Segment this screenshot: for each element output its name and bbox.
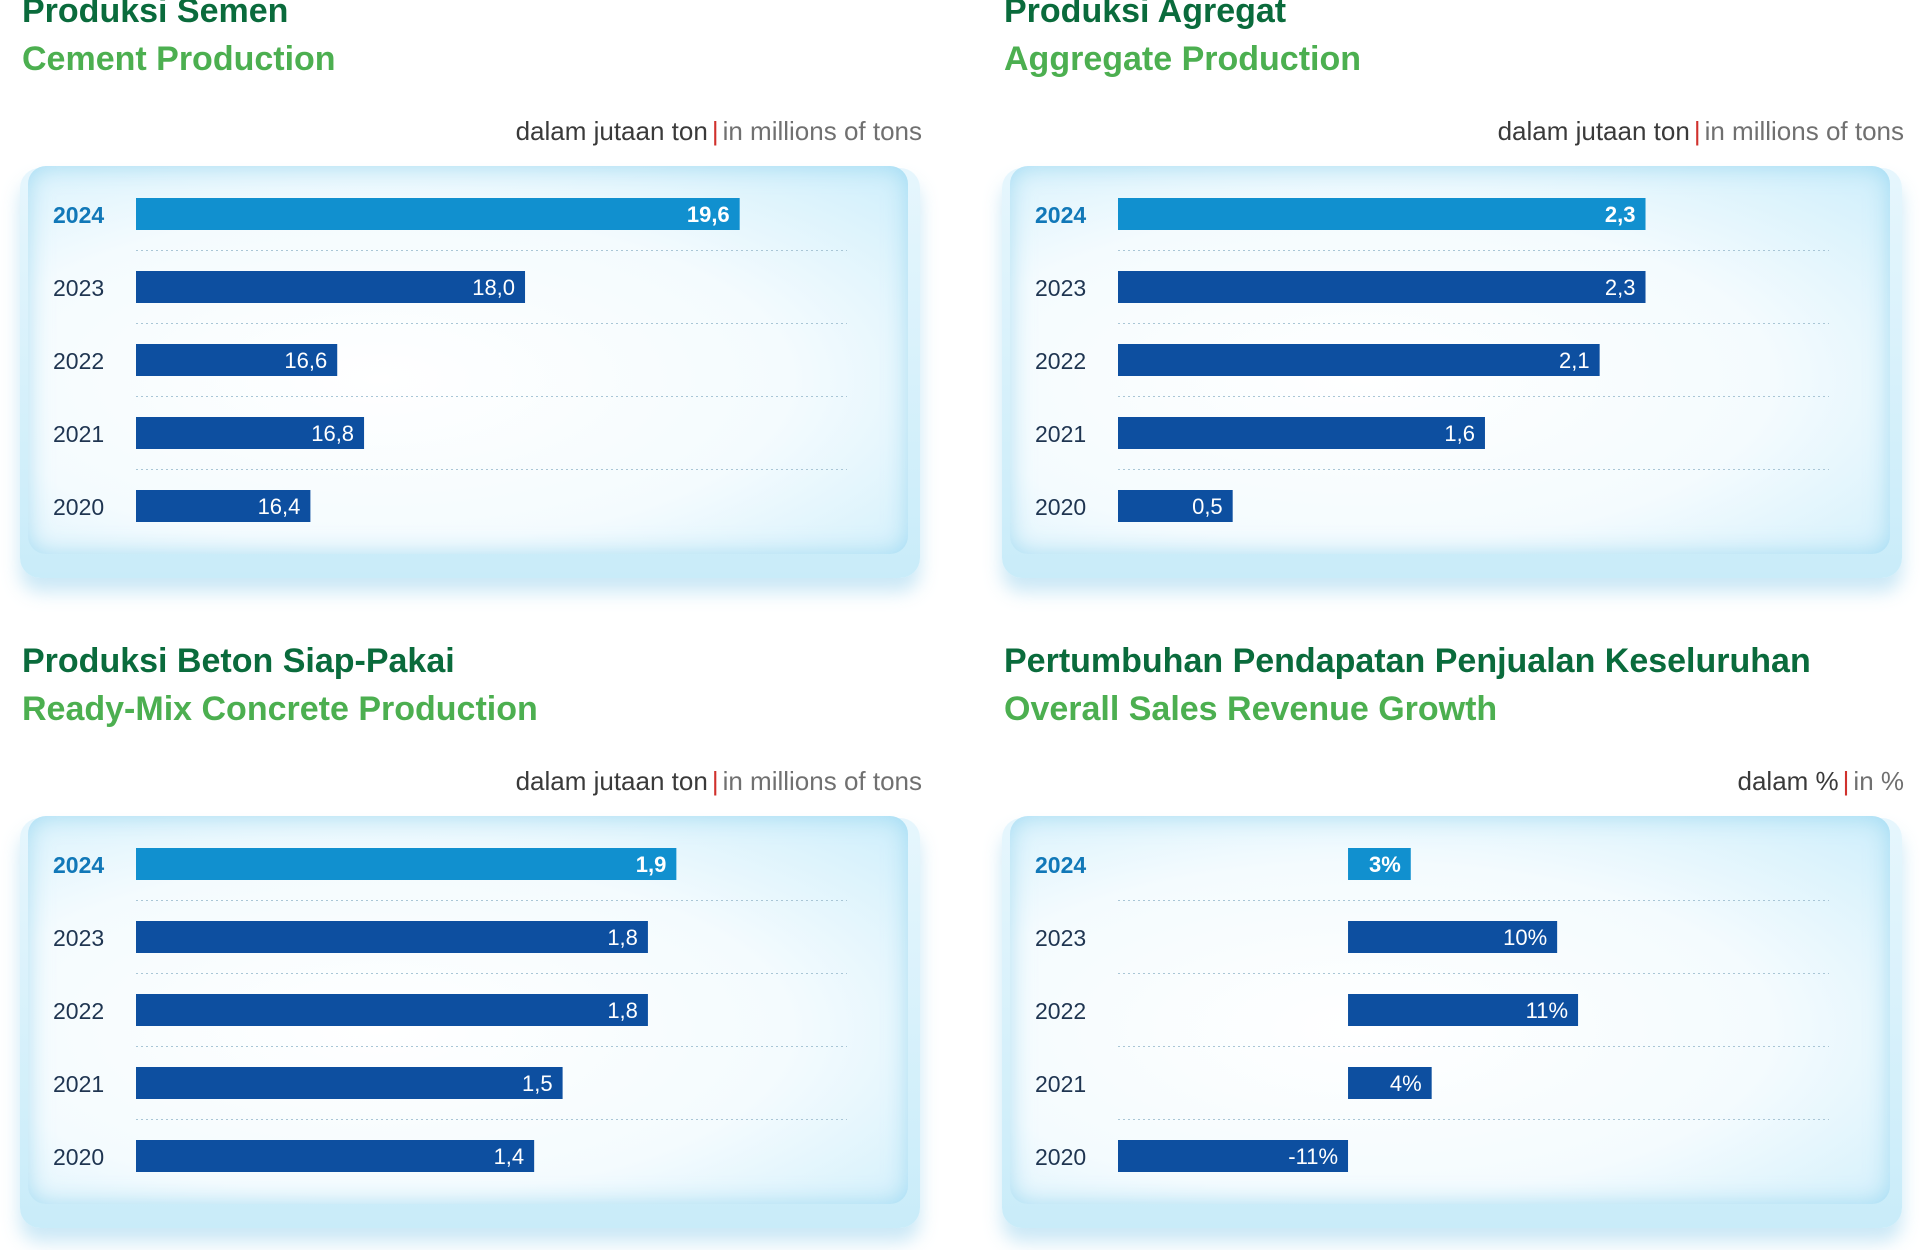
chart-panel-aggregate: Produksi Agregat Aggregate Production da…: [1002, 0, 1904, 600]
bar: [136, 921, 648, 953]
chart-title: Produksi Beton Siap-Pakai: [22, 642, 455, 680]
year-label: 2023: [1035, 275, 1086, 301]
bar: [1118, 417, 1485, 449]
value-label: 19,6: [687, 202, 730, 227]
value-label: 3%: [1369, 852, 1401, 877]
value-label: 16,8: [311, 421, 354, 446]
value-label: 1,9: [636, 852, 667, 877]
value-label: 18,0: [472, 275, 515, 300]
year-label: 2021: [1035, 1071, 1086, 1097]
unit-label: dalam % | in %: [1738, 766, 1905, 797]
value-label: 1,8: [607, 925, 638, 950]
unit-separator: |: [711, 766, 719, 796]
bar: [1118, 1140, 1349, 1172]
year-label: 2024: [1035, 202, 1086, 228]
year-label: 2022: [53, 348, 104, 374]
bar: [136, 271, 526, 303]
bar-chart: 2024 2,3 2023 2,3 2022 2,1 2021 1,6 2020 0,5: [1035, 198, 1829, 522]
chart-subtitle: Ready-Mix Concrete Production: [22, 690, 538, 728]
bar: [136, 417, 365, 449]
year-label: 2023: [53, 925, 104, 951]
bar: [1118, 271, 1646, 303]
bar: [136, 490, 311, 522]
year-label: 2020: [53, 494, 104, 520]
unit-separator: |: [711, 116, 719, 146]
year-label: 2021: [53, 1071, 104, 1097]
unit-label-en: in millions of tons: [1704, 116, 1904, 146]
bar: [136, 994, 648, 1026]
year-label: 2022: [1035, 998, 1086, 1024]
bar: [1348, 921, 1558, 953]
chart-subtitle: Cement Production: [22, 40, 336, 78]
year-label: 2022: [53, 998, 104, 1024]
year-label: 2021: [53, 421, 104, 447]
value-label: 4%: [1390, 1071, 1422, 1096]
unit-label-id: dalam jutaan ton: [515, 766, 708, 796]
value-label: 16,6: [284, 348, 327, 373]
year-label: 2023: [1035, 925, 1086, 951]
year-label: 2020: [53, 1144, 104, 1170]
bar: [136, 344, 338, 376]
bar-chart: 2024 3% 2023 10% 2022 11% 2021 4% 2020 -11%: [1035, 848, 1829, 1172]
value-label: 1,5: [522, 1071, 553, 1096]
chart-title: Pertumbuhan Pendapatan Penjualan Keselur…: [1004, 642, 1811, 680]
chart-title: Produksi Semen: [22, 0, 289, 30]
value-label: 16,4: [258, 494, 301, 519]
chart-panel-ready-mix: Produksi Beton Siap-Pakai Ready-Mix Conc…: [20, 642, 922, 1250]
year-label: 2022: [1035, 348, 1086, 374]
bar: [1118, 198, 1646, 230]
chart-panel-sales-growth: Pertumbuhan Pendapatan Penjualan Keselur…: [1002, 642, 1905, 1250]
bar: [1118, 344, 1600, 376]
chart-subtitle: Overall Sales Revenue Growth: [1004, 690, 1498, 728]
unit-label: dalam jutaan ton | in millions of tons: [1498, 116, 1904, 147]
year-label: 2020: [1035, 494, 1086, 520]
value-label: 10%: [1503, 925, 1547, 950]
unit-separator: |: [1842, 766, 1850, 796]
unit-label-id: dalam jutaan ton: [515, 116, 708, 146]
bar: [1118, 490, 1233, 522]
bar: [1348, 848, 1411, 880]
value-label: 1,6: [1444, 421, 1475, 446]
unit-label-en: in %: [1853, 766, 1904, 796]
unit-label: dalam jutaan ton | in millions of tons: [516, 766, 922, 797]
value-label: 1,8: [607, 998, 638, 1023]
bar-chart: 2024 19,6 2023 18,0 2022 16,6 2021 16,8 2020 16,4: [53, 198, 847, 522]
bar: [136, 198, 740, 230]
chart-title: Produksi Agregat: [1004, 0, 1287, 30]
value-label: 0,5: [1192, 494, 1223, 519]
bar: [136, 1067, 563, 1099]
unit-label-id: dalam %: [1737, 766, 1839, 796]
value-label: 1,4: [494, 1144, 525, 1169]
bar: [136, 1140, 535, 1172]
chart-panel-cement: Produksi Semen Cement Production dalam j…: [20, 0, 922, 600]
bar: [1348, 994, 1579, 1026]
unit-label: dalam jutaan ton | in millions of tons: [516, 116, 922, 147]
bar-chart: 2024 1,9 2023 1,8 2022 1,8 2021 1,5 2020 1,4: [53, 848, 847, 1172]
unit-label-id: dalam jutaan ton: [1497, 116, 1690, 146]
bar: [136, 848, 677, 880]
year-label: 2024: [53, 202, 104, 228]
year-label: 2024: [1035, 852, 1086, 878]
value-label: 2,3: [1605, 202, 1636, 227]
year-label: 2020: [1035, 1144, 1086, 1170]
unit-label-en: in millions of tons: [722, 766, 922, 796]
chart-subtitle: Aggregate Production: [1004, 40, 1362, 78]
unit-label-en: in millions of tons: [722, 116, 922, 146]
value-label: 2,1: [1559, 348, 1590, 373]
value-label: 11%: [1526, 998, 1568, 1023]
bar: [1348, 1067, 1432, 1099]
unit-separator: |: [1693, 116, 1701, 146]
value-label: 2,3: [1605, 275, 1636, 300]
year-label: 2021: [1035, 421, 1086, 447]
value-label: -11%: [1288, 1144, 1338, 1169]
year-label: 2024: [53, 852, 104, 878]
year-label: 2023: [53, 275, 104, 301]
